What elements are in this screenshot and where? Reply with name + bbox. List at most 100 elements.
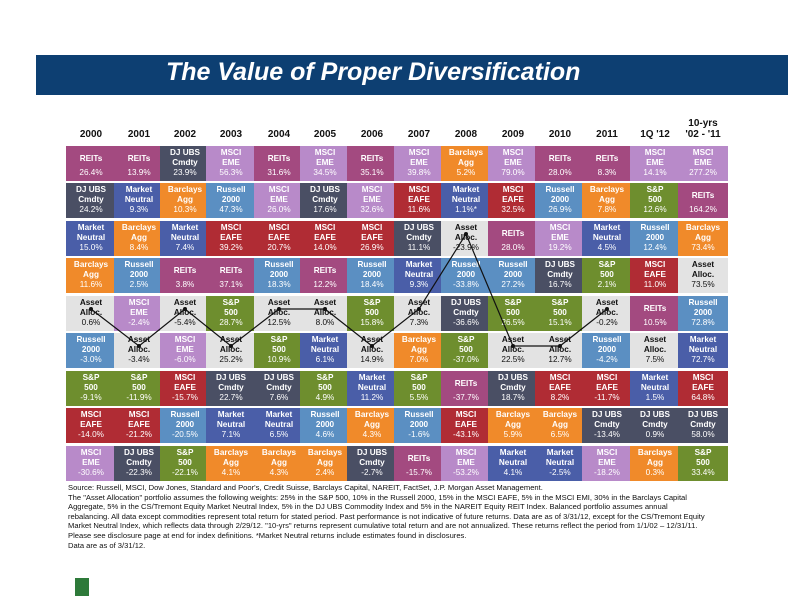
cell-2006-rank-4: Russell 2000 18.4% [347,258,397,293]
cell-2004-rank-4: Russell 2000 18.3% [254,258,304,293]
cell-label: Neutral [498,458,528,467]
cell-label: MSCI [220,223,242,232]
cell-label: Alloc. [548,345,572,354]
cell-2004-rank-9: Barclays Agg 4.3% [254,446,304,481]
cell-label: 2000 [362,270,382,279]
cell-value: 7.0% [409,355,429,364]
cell-label: 2000 [503,270,523,279]
cell-2001-rank-4: Russell 2000 2.5% [114,258,164,293]
cell-value: 4.9% [315,393,335,402]
cell-2009-rank-6: Asset Alloc. 22.5% [488,333,538,368]
cell-10yrs0211-rank-2: REITs 164.2% [678,183,728,218]
cell-label: DJ UBS [75,185,107,194]
cell-value: -30.6% [78,468,104,477]
cell-2006-rank-6: Asset Alloc. 14.9% [347,333,397,368]
cell-value: 32.5% [501,205,525,214]
cell-label: EAFE [220,233,242,242]
cell-2008-rank-8: MSCI EAFE -43.1% [441,408,491,443]
cell-2007-rank-4: Market Neutral 9.3% [394,258,444,293]
cell-10yrs0211-rank-4: Asset Alloc. 73.5% [678,258,728,293]
footnote-date: Data are as of 3/31/12. [68,540,146,550]
cell-label: EAFE [596,383,618,392]
cell-2007-rank-3: DJ UBS Cmdty 11.1% [394,221,444,256]
cell-label: MSCI [174,373,196,382]
cell-label: Neutral [592,233,622,242]
cell-label: 500 [412,383,426,392]
cell-1Q12-rank-6: Asset Alloc. 7.5% [630,333,680,368]
cell-label: Alloc. [454,233,478,242]
cell-2008-rank-5: DJ UBS Cmdty -36.6% [441,296,491,331]
cell-label: EME [504,158,522,167]
cell-2002-rank-6: MSCI EME -6.0% [160,333,210,368]
cell-value: -33.8% [453,280,479,289]
cell-2005-rank-2: DJ UBS Cmdty 17.6% [300,183,350,218]
cell-label: Market [265,410,293,419]
cell-value: 7.1% [221,430,241,439]
cell-2004-rank-6: S&P 500 10.9% [254,333,304,368]
cell-label: MSCI [268,223,290,232]
cell-label: 500 [84,383,98,392]
cell-label: Cmdty [359,458,385,467]
cell-value: -18.2% [594,468,620,477]
column-header-5: 2005 [313,129,337,140]
cell-label: MSCI [596,448,618,457]
cell-label: 2000 [456,270,476,279]
cell-value: 13.9% [127,168,151,177]
cell-label: Russell [404,410,434,419]
cell-2006-rank-2: MSCI EME 32.6% [347,183,397,218]
cell-label: Asset [501,335,525,344]
cell-2007-rank-2: MSCI EAFE 11.6% [394,183,444,218]
cell-label: MSCI [408,185,430,194]
cell-2008-rank-1: Barclays Agg 5.2% [441,146,491,181]
cell-label: Barclays [589,185,625,194]
cell-value: 37.1% [219,280,243,289]
cell-value: -37.7% [453,393,479,402]
cell-value: 23.9% [173,168,197,177]
cell-value: 28.0% [548,168,572,177]
cell-label: Market [641,373,669,382]
cell-value: 9.3% [129,205,149,214]
cell-label: MSCI [692,148,714,157]
cell-2008-rank-2: Market Neutral 1.1%* [441,183,491,218]
cell-label: 2000 [221,195,241,204]
cell-2009-rank-7: DJ UBS Cmdty 18.7% [488,371,538,406]
cell-value: -53.2% [453,468,479,477]
cell-label: Neutral [310,345,340,354]
cell-label: Barclays [167,185,203,194]
cell-label: EAFE [314,233,336,242]
cell-value: 4.6% [315,430,335,439]
cell-value: -6.0% [174,355,196,364]
cell-2009-rank-9: Market Neutral 4.1% [488,446,538,481]
cell-1Q12-rank-1: MSCI EME 14.1% [630,146,680,181]
cell-2011-rank-5: Asset Alloc. -0.2% [582,296,632,331]
cell-label: DJ UBS [356,448,388,457]
cell-label: Russell [545,185,575,194]
cell-2009-rank-8: Barclays Agg 5.9% [488,408,538,443]
cell-label: MSCI [692,373,714,382]
cell-label: 500 [272,345,286,354]
cell-label: Market [311,335,339,344]
cell-label: EME [130,308,148,317]
cell-label: S&P [646,185,664,194]
footnote-methodology: The "Asset Allocation" portfolio assumes… [68,492,705,531]
cell-label: 500 [365,308,379,317]
cell-value: 26.4% [79,168,103,177]
cell-2003-rank-1: MSCI EME 56.3% [206,146,256,181]
cell-2002-rank-8: Russell 2000 -20.5% [160,408,210,443]
cell-2002-rank-9: S&P 500 -22.1% [160,446,210,481]
cell-2004-rank-8: Market Neutral 6.5% [254,408,304,443]
cell-label: EAFE [268,233,290,242]
cell-label: Cmdty [266,383,292,392]
cell-label: Barclays [637,448,673,457]
cell-label: 500 [696,458,710,467]
cell-2011-rank-7: MSCI EAFE -11.7% [582,371,632,406]
cell-value: -0.2% [596,318,618,327]
cell-label: DJ UBS [687,410,719,419]
cell-label: EAFE [692,383,714,392]
cell-label: 2000 [693,308,713,317]
cell-label: Agg [271,458,287,467]
cell-label: 2000 [645,233,665,242]
cell-2000-rank-4: Barclays Agg 11.6% [66,258,116,293]
cell-value: 9.3% [409,280,429,289]
cell-label: Market [125,185,153,194]
